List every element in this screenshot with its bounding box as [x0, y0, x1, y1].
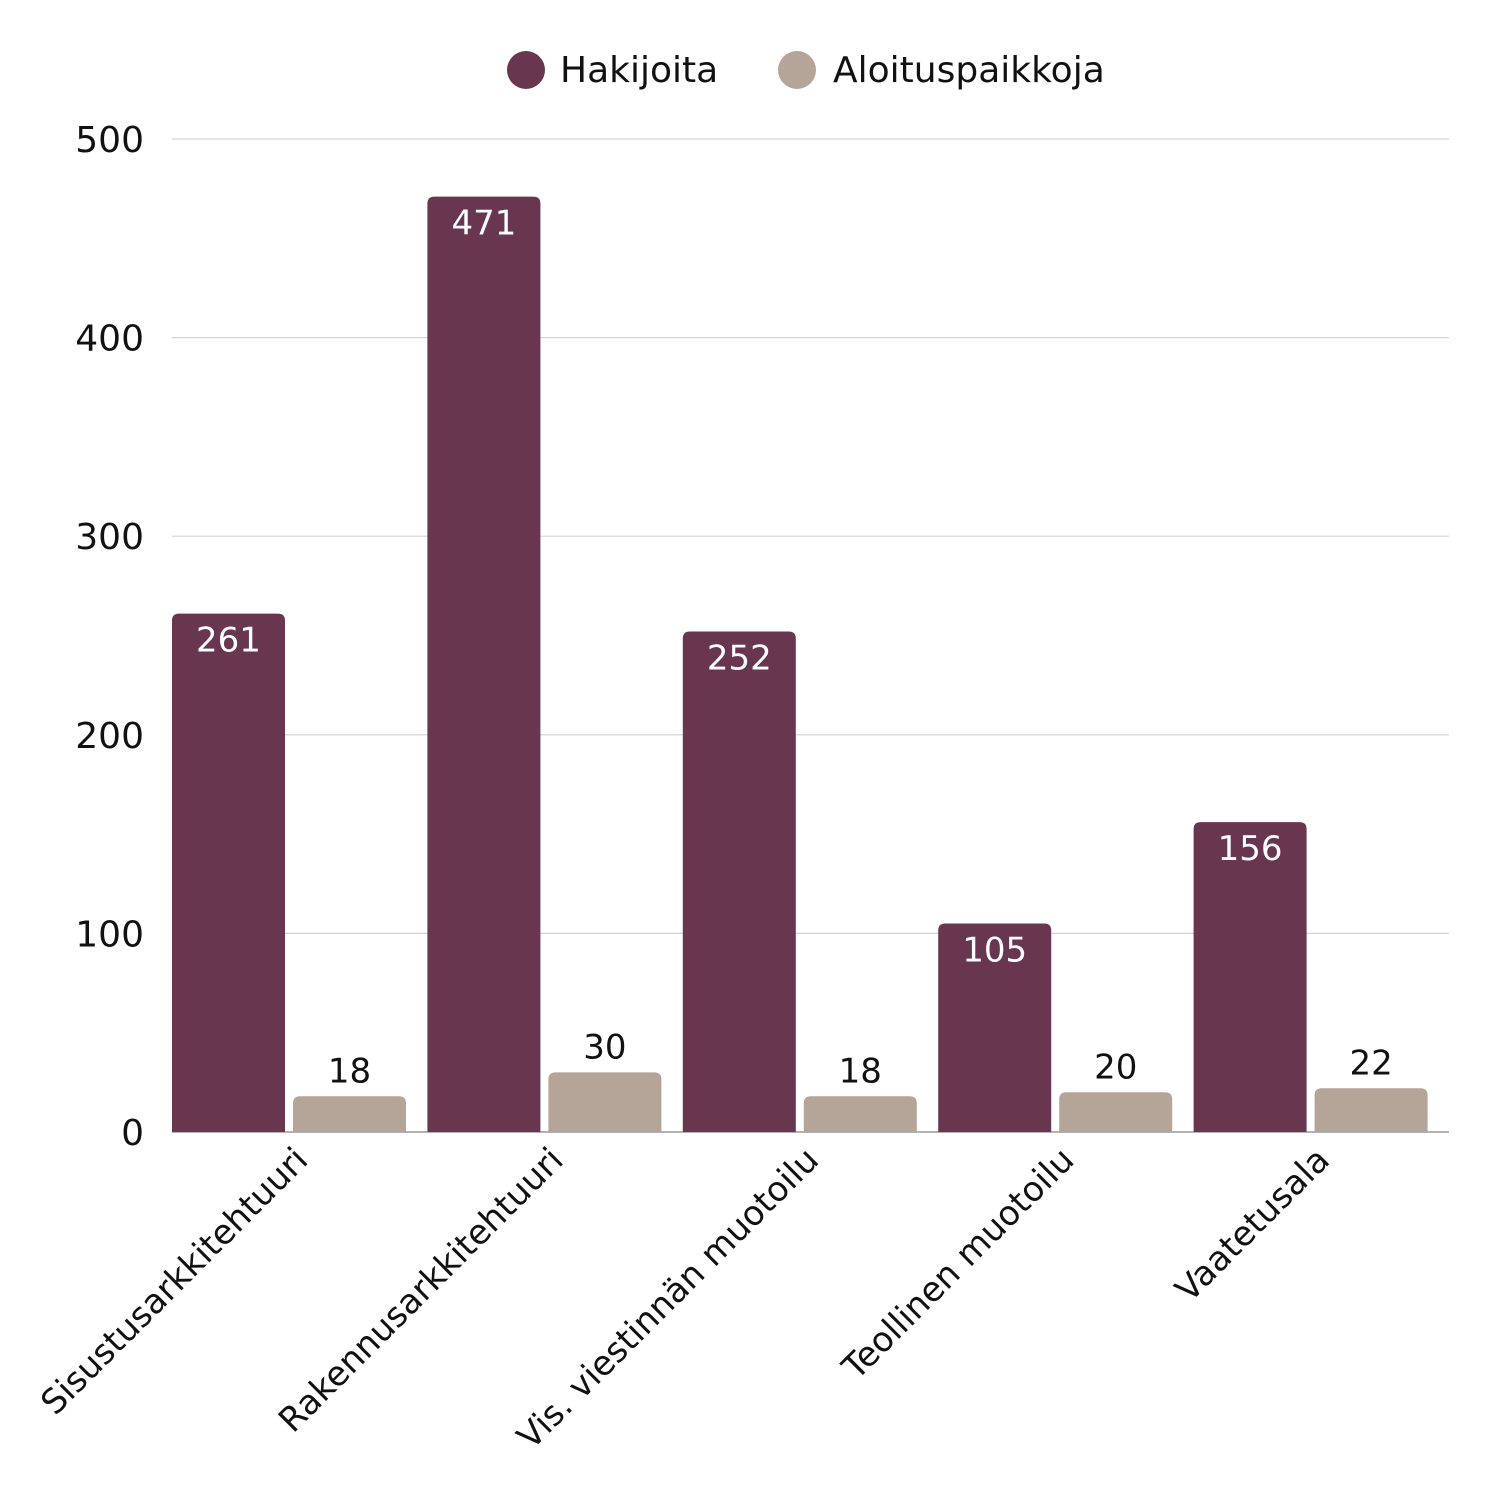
data-label-hakijoita-vis-viestinnan-muotoilu: 252 [707, 639, 772, 679]
x-axis-categories: SisustusarkkitehtuuriRakennusarkkitehtuu… [33, 1140, 1337, 1457]
x-category-label-vis-viestinnan-muotoilu: Vis. viestinnän muotoilu [510, 1140, 827, 1457]
bars [172, 196, 1428, 1132]
bar-hakijoita-rakennusarkkitehtuuri [427, 196, 541, 1132]
bar-hakijoita-sisustusarkkitehtuuri [172, 613, 285, 1132]
data-label-hakijoita-sisustusarkkitehtuuri: 261 [196, 621, 261, 661]
legend-swatch-hakijoita [507, 51, 545, 89]
data-labels: 261 18 471 30 252 18 105 20 156 22 [196, 204, 1393, 1092]
x-category-label-vaatetusala: Vaatetusala [1168, 1140, 1338, 1310]
y-tick-label: 200 [75, 716, 144, 757]
data-label-aloituspaikkoja-vis-viestinnan-muotoilu: 18 [839, 1051, 882, 1091]
y-tick-label: 400 [75, 319, 144, 360]
data-label-aloituspaikkoja-vaatetusala: 22 [1349, 1043, 1392, 1083]
legend-swatch-aloituspaikkoja [778, 51, 816, 89]
legend-item-hakijoita[interactable]: Hakijoita [507, 50, 718, 91]
x-category-label-sisustusarkkitehtuuri: Sisustusarkkitehtuuri [33, 1140, 316, 1423]
data-label-hakijoita-vaatetusala: 156 [1218, 829, 1283, 869]
legend-label-aloituspaikkoja: Aloituspaikkoja [833, 50, 1105, 91]
y-axis-ticks: 0 100 200 300 400 500 [75, 120, 144, 1154]
bar-aloituspaikkoja-sisustusarkkitehtuuri [293, 1096, 406, 1132]
bar-aloituspaikkoja-vis-viestinnan-muotoilu [803, 1096, 917, 1132]
bar-aloituspaikkoja-vaatetusala [1314, 1088, 1428, 1132]
legend-label-hakijoita: Hakijoita [560, 50, 718, 91]
x-category-label-teollinen-muotoilu: Teollinen muotoilu [834, 1140, 1082, 1388]
y-tick-label: 0 [121, 1113, 144, 1154]
bar-hakijoita-vis-viestinnan-muotoilu [682, 631, 796, 1132]
bar-aloituspaikkoja-teollinen-muotoilu [1059, 1092, 1173, 1132]
legend-item-aloituspaikkoja[interactable]: Aloituspaikkoja [778, 50, 1105, 91]
y-tick-label: 300 [75, 517, 144, 558]
bar-hakijoita-teollinen-muotoilu [938, 923, 1052, 1132]
bar-hakijoita-vaatetusala [1193, 822, 1307, 1132]
legend[interactable]: Hakijoita Aloituspaikkoja [507, 50, 1105, 91]
data-label-aloituspaikkoja-teollinen-muotoilu: 20 [1094, 1047, 1137, 1087]
x-category-label-rakennusarkkitehtuuri: Rakennusarkkitehtuuri [271, 1140, 571, 1440]
y-tick-label: 500 [75, 120, 144, 161]
data-label-hakijoita-teollinen-muotoilu: 105 [962, 930, 1027, 970]
y-tick-label: 100 [75, 914, 144, 955]
data-label-hakijoita-rakennusarkkitehtuuri: 471 [451, 204, 516, 244]
bar-aloituspaikkoja-rakennusarkkitehtuuri [548, 1072, 662, 1132]
data-label-aloituspaikkoja-rakennusarkkitehtuuri: 30 [583, 1027, 626, 1067]
data-label-aloituspaikkoja-sisustusarkkitehtuuri: 18 [328, 1051, 371, 1091]
